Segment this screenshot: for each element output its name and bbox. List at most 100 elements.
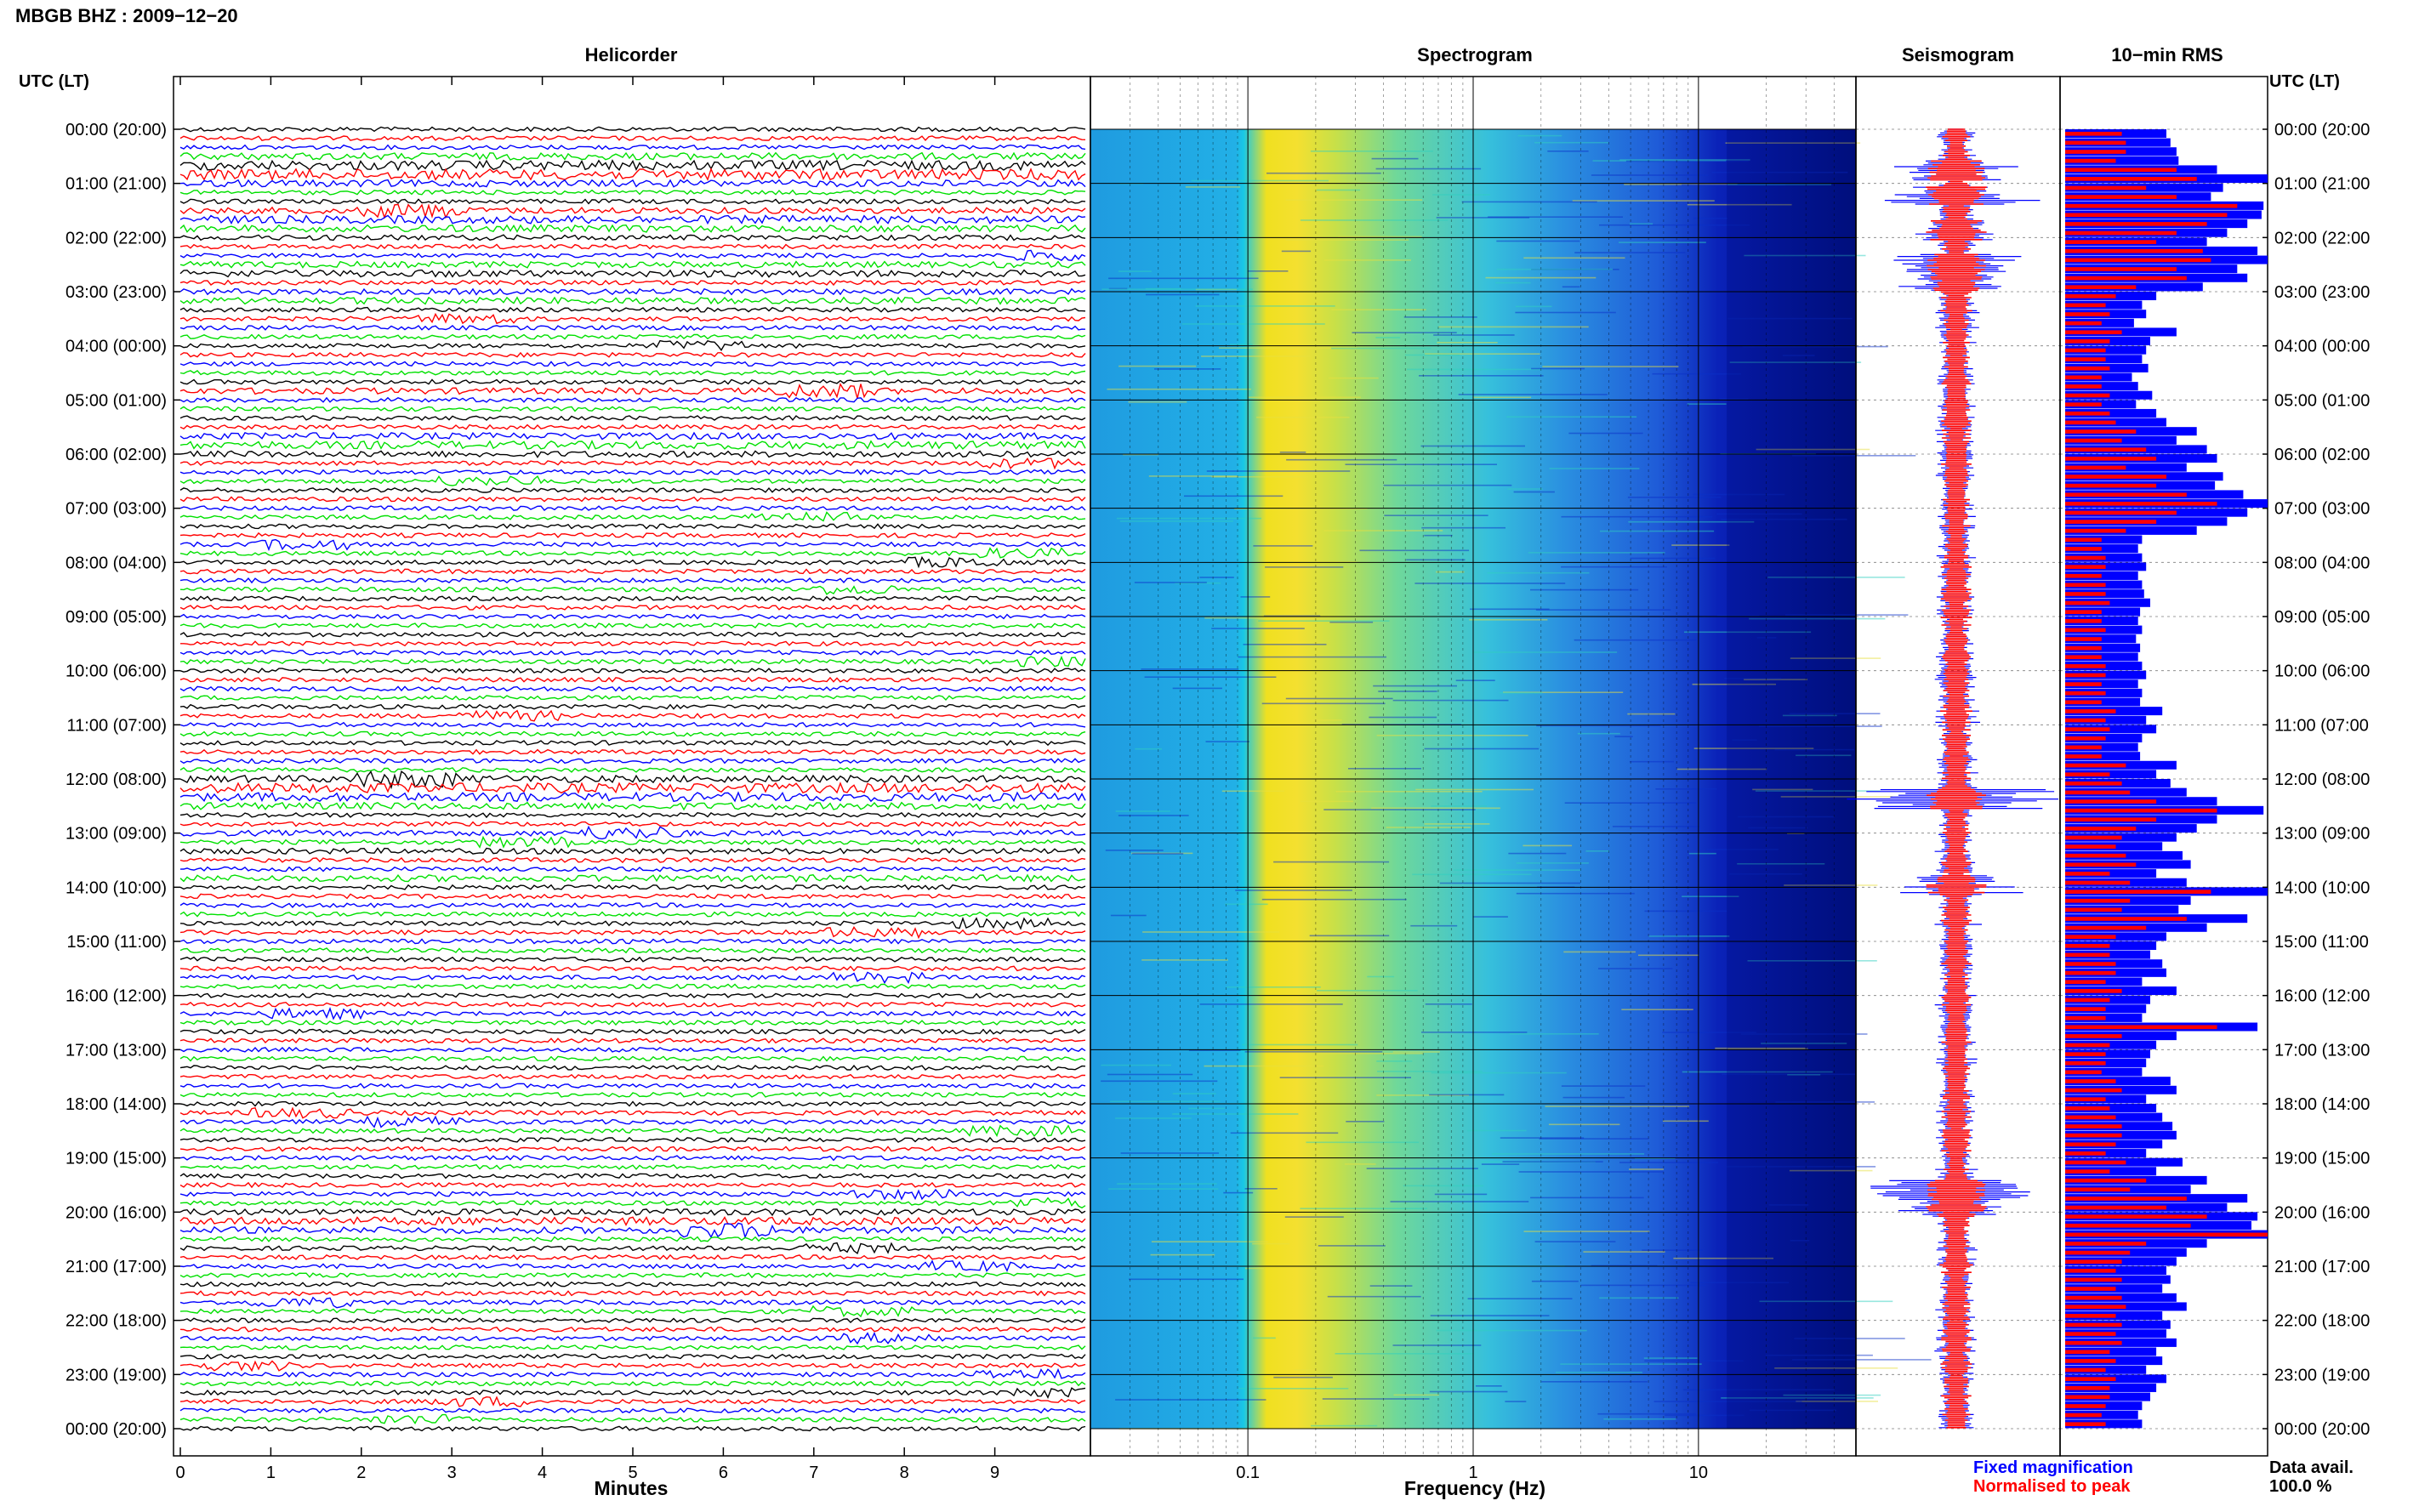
spectrogram-stripe bbox=[1294, 1369, 1318, 1371]
rms-normalised-bar bbox=[2065, 1350, 2110, 1355]
spectrogram-stripe bbox=[1110, 1100, 1221, 1103]
spectrogram-stripe bbox=[1597, 1413, 1696, 1415]
rms-normalised-bar bbox=[2065, 1232, 2268, 1237]
rms-normalised-bar bbox=[2065, 1223, 2191, 1228]
time-label-left: 04:00 (00:00) bbox=[65, 338, 167, 356]
spectrogram-stripe bbox=[1119, 520, 1233, 522]
spectrogram-stripe bbox=[1327, 1295, 1421, 1298]
spectrogram-stripe bbox=[1317, 1053, 1424, 1054]
helicorder-trace bbox=[179, 821, 1086, 827]
rms-fixed-bar bbox=[2065, 156, 2179, 165]
time-label-left: 19:00 (15:00) bbox=[65, 1150, 167, 1168]
spectrogram-stripe bbox=[1740, 1033, 1868, 1035]
rms-normalised-bar bbox=[2065, 772, 2110, 777]
time-label-left: 16:00 (12:00) bbox=[65, 987, 167, 1006]
helicorder-trace bbox=[179, 378, 1086, 385]
spectrogram-stripe bbox=[1128, 401, 1187, 403]
helicorder-trace bbox=[179, 423, 1086, 430]
helicorder-trace bbox=[179, 538, 1086, 552]
spectrogram-stripe bbox=[1151, 1241, 1268, 1242]
helicorder-trace bbox=[179, 1236, 1086, 1242]
spectrogram-stripe bbox=[1392, 1051, 1440, 1053]
spectrogram-stripe bbox=[1662, 1032, 1757, 1033]
time-label-left: 12:00 (08:00) bbox=[65, 770, 167, 789]
spectrogram-stripe bbox=[1461, 201, 1597, 203]
spectrogram-stripe bbox=[1790, 657, 1881, 659]
spectrogram-stripe bbox=[1738, 816, 1835, 818]
spectrogram-stripe bbox=[1693, 217, 1728, 219]
spectrogram-stripe bbox=[1425, 353, 1540, 355]
spectrogram-stripe bbox=[1653, 1401, 1802, 1402]
spectrogram-stripe bbox=[1687, 403, 1727, 405]
rms-normalised-bar bbox=[2065, 1060, 2106, 1066]
spectrogram-stripe bbox=[1436, 1329, 1587, 1332]
spectrogram-stripe bbox=[1331, 347, 1431, 350]
rms-normalised-bar bbox=[2065, 267, 2177, 271]
helicorder-trace bbox=[179, 902, 1086, 909]
helicorder-trace bbox=[179, 971, 1086, 985]
spectrogram-stripe bbox=[1199, 1003, 1343, 1005]
spectrogram-stripe bbox=[1118, 815, 1189, 816]
helicorder-trace bbox=[179, 189, 1086, 196]
spectrogram-stripe bbox=[1619, 1162, 1719, 1163]
rms-normalised-bar bbox=[2065, 808, 2217, 813]
spectrogram-stripe bbox=[1188, 1049, 1241, 1051]
helicorder-trace bbox=[179, 911, 1086, 918]
time-label-left: 21:00 (17:00) bbox=[65, 1258, 167, 1276]
rms-normalised-bar bbox=[2065, 700, 2102, 705]
spectrogram-stripe bbox=[1116, 517, 1261, 520]
rms-normalised-bar bbox=[2065, 1079, 2116, 1083]
spectrogram-stripe bbox=[1378, 691, 1437, 692]
rms-normalised-bar bbox=[2065, 637, 2102, 641]
helicorder-trace bbox=[179, 523, 1086, 530]
spectrogram-stripe bbox=[1765, 1354, 1873, 1356]
rms-fixed-bar bbox=[2065, 941, 2157, 951]
rms-normalised-bar bbox=[2065, 1178, 2147, 1183]
spectrogram-stripe bbox=[1184, 495, 1283, 497]
spectrogram-stripe bbox=[1322, 1398, 1430, 1400]
rms-normalised-bar bbox=[2065, 1187, 2131, 1192]
rms-normalised-bar bbox=[2065, 1322, 2122, 1327]
spectrogram-stripe bbox=[1548, 1123, 1620, 1126]
rms-normalised-bar bbox=[2065, 230, 2177, 236]
rms-normalised-bar bbox=[2065, 943, 2110, 948]
spectrogram-stripe bbox=[1384, 514, 1488, 516]
rms-normalised-bar bbox=[2065, 384, 2102, 389]
spectrogram-stripe bbox=[1729, 873, 1802, 875]
time-label-left: 14:00 (10:00) bbox=[65, 878, 167, 897]
helicorder-trace bbox=[179, 505, 1086, 512]
spectrogram-stripe bbox=[1481, 1163, 1520, 1165]
spectrogram-stripe bbox=[1682, 1071, 1833, 1073]
helicorder-trace bbox=[179, 144, 1086, 151]
spectrogram-stripe bbox=[1230, 344, 1253, 345]
helicorder-trace bbox=[179, 1281, 1086, 1287]
rms-normalised-bar bbox=[2065, 1025, 2217, 1030]
seismogram-title: Seismogram bbox=[1902, 44, 2014, 65]
rms-fixed-bar bbox=[2065, 526, 2197, 535]
rms-normalised-bar bbox=[2065, 1106, 2110, 1111]
helicorder-trace bbox=[179, 655, 1086, 668]
spectrogram-stripe bbox=[1345, 463, 1497, 465]
spectrogram-stripe bbox=[1549, 468, 1640, 469]
rms-normalised-bar bbox=[2065, 917, 2187, 921]
rms-normalised-bar bbox=[2065, 898, 2131, 903]
rms-fixed-bar bbox=[2065, 1049, 2150, 1059]
rms-normalised-bar bbox=[2065, 240, 2157, 244]
helicorder-trace bbox=[179, 361, 1086, 367]
utc-label-left: UTC (LT) bbox=[19, 72, 89, 91]
helicorder-trace bbox=[179, 1407, 1086, 1414]
spectrogram-stripe bbox=[1419, 375, 1544, 377]
rms-normalised-bar bbox=[2065, 1133, 2122, 1138]
helicorder-traces bbox=[179, 126, 1086, 1432]
time-label-left: 18:00 (14:00) bbox=[65, 1095, 167, 1114]
rms-normalised-bar bbox=[2065, 907, 2122, 912]
rms-normalised-bar bbox=[2065, 628, 2106, 633]
spectrogram-stripe bbox=[1410, 924, 1458, 927]
spectrogram-stripe bbox=[1628, 520, 1755, 523]
helicorder-trace bbox=[179, 1360, 1086, 1373]
spectrogram-stripe bbox=[1273, 861, 1390, 863]
helicorder-trace bbox=[179, 1253, 1086, 1260]
rms-normalised-bar bbox=[2065, 248, 2203, 253]
rms-normalised-bar bbox=[2065, 799, 2157, 804]
